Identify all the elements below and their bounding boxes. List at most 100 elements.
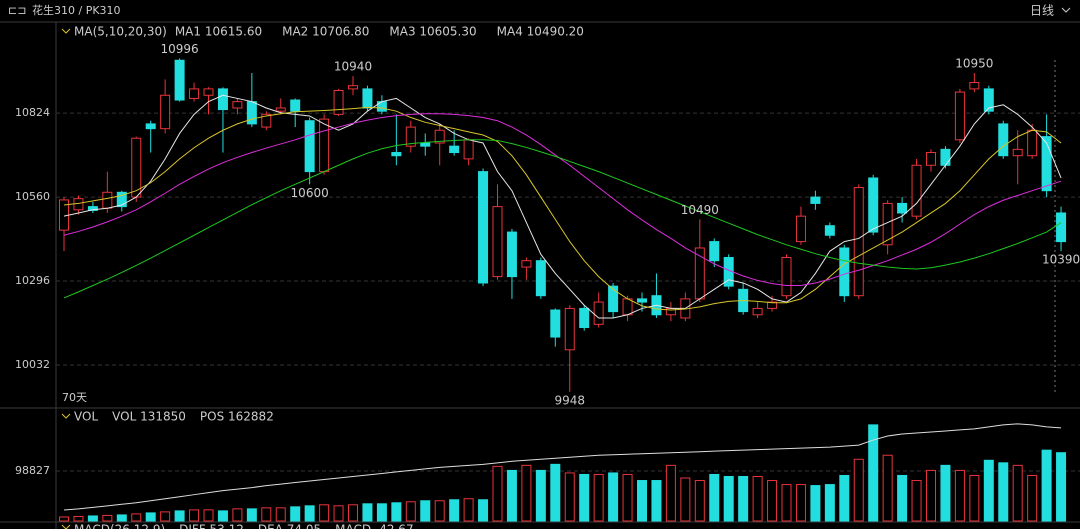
candle-body xyxy=(550,309,561,338)
volume-bar xyxy=(983,459,994,522)
candle-body xyxy=(1027,129,1038,157)
volume-bar xyxy=(362,503,373,522)
legend-entry: MA3 10605.30 xyxy=(389,25,476,39)
volume-bar xyxy=(521,464,532,522)
volume-bar xyxy=(680,477,691,522)
volume-bar xyxy=(405,501,416,522)
volume-bar xyxy=(579,473,590,522)
candle-body xyxy=(376,101,387,112)
candle-body xyxy=(275,107,286,112)
candle-body xyxy=(261,113,272,128)
volume-bar xyxy=(290,506,301,522)
candle-body xyxy=(333,89,344,115)
candle-body xyxy=(478,171,489,284)
candle-body xyxy=(767,301,778,309)
legend-entry: MA1 10615.60 xyxy=(175,25,262,39)
volume-bar xyxy=(535,469,546,522)
volume-bar xyxy=(1056,452,1067,522)
volume-bar xyxy=(839,474,850,522)
candle-body xyxy=(102,191,113,209)
candle-body xyxy=(87,206,98,211)
candle-body xyxy=(160,94,171,130)
volume-bar xyxy=(868,424,879,522)
candle-body xyxy=(420,142,431,147)
symbol[interactable]: 花生310 / PK310 xyxy=(32,3,121,17)
volume-bar xyxy=(637,480,647,522)
candle-body xyxy=(535,260,546,297)
candle-body xyxy=(824,225,835,236)
volume-bar xyxy=(824,484,835,522)
volume-bar xyxy=(217,510,228,522)
period-label: 70天 xyxy=(62,391,87,404)
volume-bar xyxy=(246,508,257,522)
candle-body xyxy=(608,285,619,313)
candle-body xyxy=(1012,148,1023,157)
macd-legend: MACD(26,12,9) xyxy=(74,523,165,529)
pos-line xyxy=(63,423,1062,511)
legend-title: MA(5,10,20,30) xyxy=(74,25,167,39)
volume-legend: POS 162882 xyxy=(200,410,274,424)
candle-body xyxy=(174,59,185,101)
candle-body xyxy=(319,118,330,173)
volume-bar xyxy=(969,474,980,522)
candle-body xyxy=(564,307,575,351)
candle-body xyxy=(116,191,127,208)
volume-bar xyxy=(203,509,214,522)
legend: MA(5,10,20,30) MA1 10615.60 MA2 10706.80 MA… xyxy=(61,25,584,39)
candle-body xyxy=(839,247,850,297)
candle-body xyxy=(868,177,879,233)
candle-body xyxy=(983,88,994,112)
volume-bar xyxy=(1027,474,1038,522)
volume-bar xyxy=(593,473,604,522)
volume-bar xyxy=(1041,449,1052,522)
volume-bar xyxy=(463,498,474,522)
volume-bar xyxy=(348,504,358,522)
legend-entry: MA4 10490.20 xyxy=(497,25,584,39)
candle-body xyxy=(637,298,647,303)
volume-bar xyxy=(622,473,633,522)
macd-legend: MACD -42.67 xyxy=(335,523,413,529)
candle-body xyxy=(795,215,806,243)
candle-body xyxy=(969,82,980,90)
legend-entry: MA2 10706.80 xyxy=(282,25,369,39)
ma-line xyxy=(63,94,1062,319)
period[interactable]: 日线 xyxy=(1030,4,1054,18)
price-annotation: 10996 xyxy=(161,42,199,56)
candle-body xyxy=(203,88,214,96)
candle-body xyxy=(998,123,1009,157)
y-tick-label: 10824 xyxy=(15,106,50,119)
volume-bar xyxy=(145,512,156,522)
volume-bar xyxy=(1012,464,1023,522)
volume-bar xyxy=(434,500,445,522)
volume-bar xyxy=(810,485,821,522)
candle-body xyxy=(709,241,720,262)
volume-bar xyxy=(131,513,142,522)
volume-bar xyxy=(767,480,778,522)
candle-body xyxy=(1041,136,1052,192)
ma-line xyxy=(63,139,1062,299)
volume-bar xyxy=(376,503,387,522)
volume-legend: VOL 131850 xyxy=(112,410,186,424)
volume-bar xyxy=(998,462,1009,522)
candle-body xyxy=(954,91,965,141)
legend-marker xyxy=(61,28,71,34)
volume-bar xyxy=(954,469,965,522)
candle-body xyxy=(463,139,474,160)
candle-body xyxy=(434,129,445,144)
price-annotation: 10950 xyxy=(955,56,993,70)
volume-bar xyxy=(550,463,561,522)
volume-bar xyxy=(492,465,503,522)
candle-body xyxy=(131,137,142,198)
volume-bar xyxy=(232,508,243,522)
volume-bar xyxy=(752,475,763,522)
volume-bar xyxy=(189,509,200,522)
icon: ⊏⊐ xyxy=(8,4,26,17)
candle-body xyxy=(506,231,517,278)
volume-bar xyxy=(564,472,575,522)
volume-bar xyxy=(304,505,315,522)
ma-line xyxy=(63,113,1062,287)
candle-body xyxy=(189,88,200,99)
price-annotation: 10490 xyxy=(681,203,719,217)
volume-bar xyxy=(420,500,431,522)
